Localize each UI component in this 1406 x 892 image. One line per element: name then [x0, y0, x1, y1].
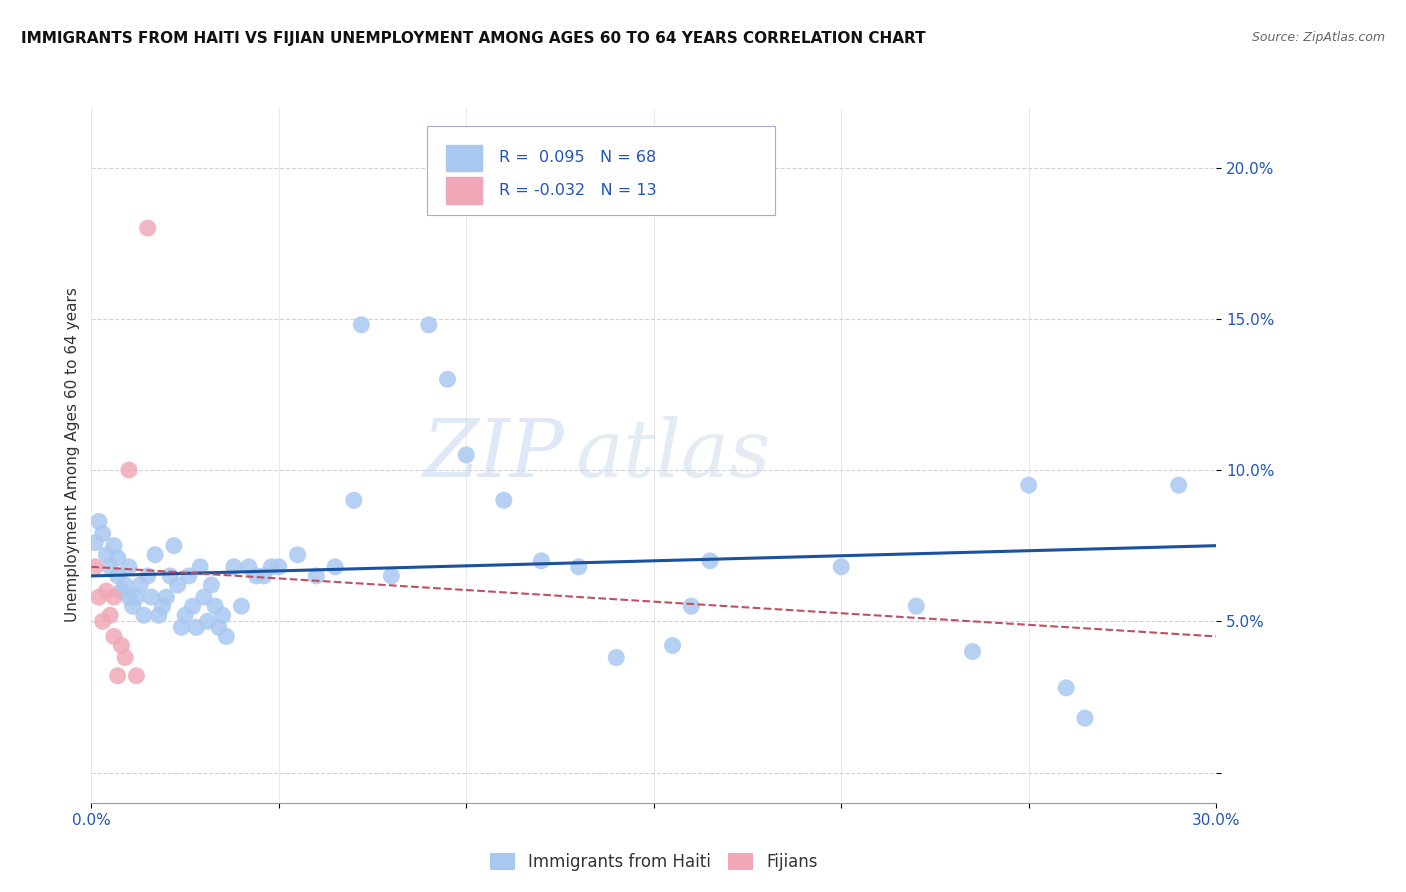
Point [456, 448, 478, 462]
Point [260, 559, 283, 574]
Point [98, 608, 121, 623]
Point [136, 569, 159, 583]
Point [253, 569, 276, 583]
Point [661, 639, 683, 653]
Point [170, 620, 193, 634]
Point [96, 548, 118, 562]
Point [323, 559, 346, 574]
Point [436, 372, 458, 386]
Point [208, 620, 231, 634]
Point [84, 559, 107, 574]
Point [204, 599, 226, 614]
Point [186, 620, 208, 634]
Point [681, 599, 703, 614]
Point [118, 590, 141, 604]
Text: R =  0.095   N = 68: R = 0.095 N = 68 [499, 151, 655, 165]
Text: IMMIGRANTS FROM HAITI VS FIJIAN UNEMPLOYMENT AMONG AGES 60 TO 64 YEARS CORRELATI: IMMIGRANTS FROM HAITI VS FIJIAN UNEMPLOY… [21, 31, 925, 46]
Point [114, 650, 136, 665]
Point [188, 559, 211, 574]
Text: ZIP: ZIP [422, 417, 564, 493]
Point [1167, 478, 1189, 492]
FancyBboxPatch shape [426, 126, 775, 215]
Point [143, 548, 166, 562]
Point [699, 554, 721, 568]
Point [1018, 478, 1040, 492]
Point [96, 584, 118, 599]
Point [136, 221, 159, 235]
Point [107, 550, 129, 565]
Point [1074, 711, 1097, 725]
Point [305, 569, 328, 583]
Point [287, 548, 309, 562]
Point [605, 650, 627, 665]
Point [231, 599, 253, 614]
Point [121, 599, 143, 614]
Point [830, 559, 852, 574]
Bar [446, 145, 482, 171]
Point [380, 569, 402, 583]
Point [200, 578, 222, 592]
Bar [446, 178, 482, 203]
Point [103, 590, 125, 604]
Point [193, 590, 215, 604]
Point [350, 318, 373, 332]
Point [163, 539, 186, 553]
Point [177, 569, 200, 583]
Text: Source: ZipAtlas.com: Source: ZipAtlas.com [1251, 31, 1385, 45]
Point [166, 578, 188, 592]
Text: atlas: atlas [575, 417, 770, 493]
Point [238, 559, 260, 574]
Point [530, 554, 553, 568]
Point [492, 493, 515, 508]
Point [114, 578, 136, 592]
Point [125, 669, 148, 683]
Point [905, 599, 928, 614]
Point [125, 590, 148, 604]
Point [141, 590, 163, 604]
Point [98, 559, 121, 574]
Point [215, 629, 238, 643]
Point [174, 608, 197, 623]
Point [87, 590, 110, 604]
Point [107, 569, 129, 583]
Point [222, 559, 245, 574]
Point [245, 569, 267, 583]
Point [155, 590, 177, 604]
Point [84, 535, 107, 549]
Text: R = -0.032   N = 13: R = -0.032 N = 13 [499, 183, 657, 198]
Point [132, 608, 155, 623]
Point [148, 608, 170, 623]
Point [267, 559, 290, 574]
Point [118, 559, 141, 574]
Legend: Immigrants from Haiti, Fijians: Immigrants from Haiti, Fijians [484, 847, 824, 878]
Point [107, 669, 129, 683]
Point [197, 615, 219, 629]
Point [568, 559, 591, 574]
Point [103, 539, 125, 553]
Point [962, 644, 984, 658]
Point [91, 615, 114, 629]
Point [211, 608, 233, 623]
Point [110, 584, 132, 599]
Point [91, 526, 114, 541]
Point [152, 599, 174, 614]
Point [87, 515, 110, 529]
Point [1054, 681, 1077, 695]
Point [181, 599, 204, 614]
Point [110, 639, 132, 653]
Point [159, 569, 181, 583]
Point [103, 629, 125, 643]
Y-axis label: Unemployment Among Ages 60 to 64 years: Unemployment Among Ages 60 to 64 years [65, 287, 80, 623]
Point [418, 318, 440, 332]
Point [129, 578, 152, 592]
Point [118, 463, 141, 477]
Point [343, 493, 366, 508]
